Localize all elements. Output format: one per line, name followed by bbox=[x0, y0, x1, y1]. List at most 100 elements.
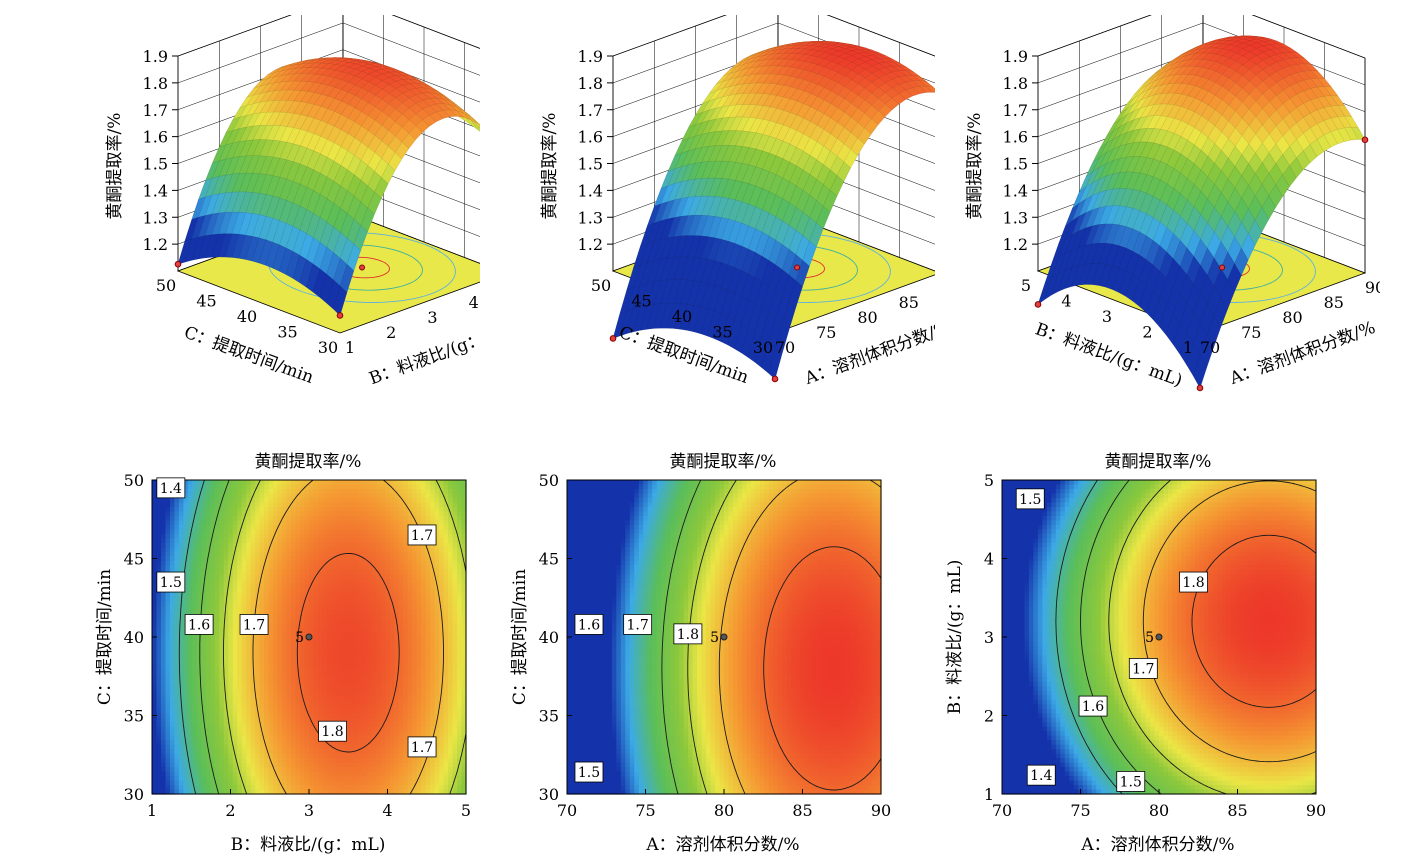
surface-3-xtick-label: 80 bbox=[1282, 308, 1302, 327]
surface-1-ytick-label: 50 bbox=[156, 276, 176, 295]
wall-grid bbox=[1037, 0, 1366, 59]
surface-3-ztick-label: 1.9 bbox=[1003, 47, 1028, 66]
contour-2-xlabel: A：溶剂体积分数/% bbox=[645, 835, 799, 855]
surface-3-xtick-label: 70 bbox=[1200, 338, 1220, 357]
surface-3-ztick-label: 1.2 bbox=[1003, 235, 1028, 254]
surface-3-xtick-label: 75 bbox=[1241, 323, 1261, 342]
contour-label-box bbox=[239, 614, 269, 635]
contour-1-xlabel: B：料液比/(g：mL) bbox=[231, 835, 386, 855]
contour-3-design-point-label: 5 bbox=[1145, 630, 1154, 646]
contour-3-title: 黄酮提取率/% bbox=[1105, 452, 1212, 472]
contour-label-text: 1.7 bbox=[627, 617, 649, 633]
surface-1-xtick-label: 3 bbox=[427, 308, 437, 327]
contour-label-box bbox=[574, 761, 604, 783]
contour-label-text: 1.5 bbox=[1019, 492, 1041, 508]
contour-label-text: 1.8 bbox=[1182, 575, 1204, 591]
contour-1-line-1 bbox=[178, 479, 205, 795]
surface-2-xtick-label: 75 bbox=[816, 323, 836, 342]
contour-label-box bbox=[1128, 657, 1158, 679]
contour-1-design-point-label: 5 bbox=[295, 630, 304, 646]
surface-1-ztick-label: 1.6 bbox=[143, 128, 168, 147]
contour-1-xtick-label: 5 bbox=[461, 801, 471, 820]
contour-2-xtick-label: 90 bbox=[871, 801, 891, 820]
surface-3-ytick-label: 3 bbox=[1102, 307, 1112, 326]
contour-3-ytick-label: 2 bbox=[984, 707, 994, 726]
surface-plot-2: 1.21.31.41.51.61.71.81.9黄酮提取率/%707580859… bbox=[475, 0, 960, 410]
contour-label-box bbox=[574, 614, 604, 635]
surface-1-ytick-label: 35 bbox=[277, 323, 297, 342]
surface-1-ytick-label: 40 bbox=[237, 307, 257, 326]
contour-label-box bbox=[1026, 764, 1056, 786]
surface-2-ztick-label: 1.8 bbox=[578, 74, 603, 93]
surface-3-ytick-label: 1 bbox=[1183, 338, 1193, 357]
contour-label-text: 1.7 bbox=[411, 740, 433, 756]
contour-1-ytick-label: 50 bbox=[124, 471, 144, 490]
contour-label-box bbox=[623, 614, 653, 635]
contour-3-xtick-label: 90 bbox=[1306, 801, 1326, 820]
contour-label-box bbox=[407, 524, 437, 546]
contour-3-xtick-label: 70 bbox=[992, 801, 1012, 820]
contour-label-text: 1.5 bbox=[578, 765, 600, 781]
surface-1-zlabel: 黄酮提取率/% bbox=[105, 113, 125, 220]
contour-label-text: 1.5 bbox=[1120, 774, 1142, 790]
surface-1-ztick-label: 1.9 bbox=[143, 47, 168, 66]
contour-label-box bbox=[407, 736, 437, 758]
contour-3-xtick-label: 75 bbox=[1070, 801, 1090, 820]
contour-label-box bbox=[673, 623, 703, 645]
surface-3-design-point bbox=[1034, 301, 1042, 308]
contour-1-xtick-label: 4 bbox=[382, 801, 392, 820]
contour-2-xtick-label: 85 bbox=[792, 801, 812, 820]
contour-label-text: 1.8 bbox=[321, 724, 343, 740]
surface-1-ztick-label: 1.5 bbox=[143, 155, 168, 174]
surface-2-ztick-label: 1.6 bbox=[578, 128, 603, 147]
contour-label-text: 1.7 bbox=[1132, 661, 1154, 677]
contour-2-line-4 bbox=[763, 546, 882, 791]
surface-3-xtick-label: 90 bbox=[1365, 278, 1380, 297]
contour-2-ytick-label: 30 bbox=[539, 785, 559, 804]
contour-1-design-point bbox=[305, 633, 313, 641]
surface-2-ztick-label: 1.9 bbox=[578, 47, 603, 66]
contour-1-ytick-label: 40 bbox=[124, 628, 144, 647]
surface-2-ytick-label: 35 bbox=[712, 323, 732, 342]
contour-label-box bbox=[1179, 571, 1208, 593]
contour-3-line-3 bbox=[1108, 479, 1317, 795]
surface-2-ytick-label: 30 bbox=[753, 338, 773, 357]
contour-1-level-label: 1.5 bbox=[156, 571, 186, 593]
wall-grid bbox=[177, 22, 506, 86]
contour-1-level-label: 1.6 bbox=[184, 614, 214, 635]
surface-1-xtick-label: 1 bbox=[345, 338, 355, 357]
contour-plot-3: 黄酮提取率/% A：溶剂体积分数/% B：料液比/(g：mL) 70 75 80 85… bbox=[930, 440, 1350, 860]
surface-3-ztick-label: 1.8 bbox=[1003, 74, 1028, 93]
surface-2-mesh bbox=[612, 41, 941, 380]
wall-grid bbox=[177, 0, 506, 59]
contour-1-xtick-label: 1 bbox=[147, 801, 157, 820]
surface-2-design-point bbox=[771, 375, 779, 383]
surface-1-ytick-label: 45 bbox=[196, 292, 216, 311]
surface-2-ztick-label: 1.5 bbox=[578, 155, 603, 174]
surface-3-xtick-label: 85 bbox=[1324, 293, 1344, 312]
contour-plot-1-svg: 黄酮提取率/% B：料液比/(g：mL) C：提取时间/min 1 2 3 4 5303… bbox=[95, 452, 471, 855]
surface-2-ytick-label: 45 bbox=[631, 292, 651, 311]
contour-label-box bbox=[156, 477, 186, 499]
surface-plot-3-svg: 1.2 1.3 1.4 1.5 1.6 1.7 1.8 1.9 黄酮提取率/% 70 75 80 85 9… bbox=[965, 0, 1385, 392]
surface-2-ztick-label: 1.7 bbox=[578, 101, 603, 120]
contour-3-xtick-label: 80 bbox=[1149, 801, 1169, 820]
contour-plot-2: 黄酮提取率/% A：溶剂体积分数/% C：提取时间/min 70 75 80 85 90… bbox=[495, 440, 915, 860]
surface-3-ytick-label: 4 bbox=[1061, 292, 1071, 311]
surface-1-xtick-label: 2 bbox=[386, 323, 396, 342]
contour-1-level-label: 1.4 bbox=[156, 477, 186, 499]
surface-3-ylabel: B：料液比/(g：mL) bbox=[1033, 319, 1185, 391]
surface-3-ztick-label: 1.3 bbox=[1003, 208, 1028, 227]
contour-3-xlabel: A：溶剂体积分数/% bbox=[1080, 835, 1234, 855]
contour-2-ytick-label: 40 bbox=[539, 628, 559, 647]
contour-label-text: 1.7 bbox=[243, 617, 265, 633]
contour-3-ytick-label: 3 bbox=[984, 628, 994, 647]
contour-label-box bbox=[156, 571, 186, 593]
surface-3-center-point bbox=[1219, 264, 1226, 271]
contour-3-level-label: 1.6 bbox=[1078, 695, 1108, 717]
contour-2-level-label: 1.8 bbox=[673, 623, 703, 645]
surface-1-ztick-label: 1.8 bbox=[143, 74, 168, 93]
surface-1-ztick-label: 1.2 bbox=[143, 235, 168, 254]
contour-2-design-point bbox=[720, 633, 728, 641]
contour-3-level-label: 1.7 bbox=[1128, 657, 1158, 679]
